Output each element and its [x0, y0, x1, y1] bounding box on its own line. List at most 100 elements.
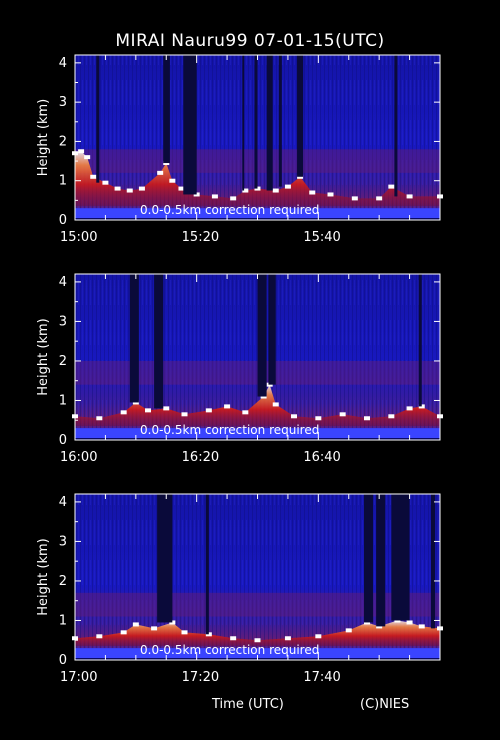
cloud-base-point — [406, 620, 413, 625]
y-tick-label: 1 — [59, 393, 67, 408]
x-tick-label: 16:20 — [182, 450, 219, 465]
panel-1: 0.0-0.5km correction required 0 1 2 3 4 Height… — [36, 54, 443, 245]
correction-note: 0.0-0.5km correction required — [140, 203, 319, 217]
cloud-base-point — [309, 190, 316, 195]
signal-gap — [278, 55, 282, 187]
cloud-base-point — [181, 630, 188, 635]
signal-gap — [363, 494, 374, 623]
signal-gap — [254, 55, 258, 189]
cloud-base-point — [120, 410, 127, 415]
cloud-base-point — [90, 174, 97, 179]
y-tick-label: 4 — [59, 495, 67, 510]
surface-band — [75, 648, 440, 659]
panel-2: 0.0-0.5km correction required 0 1 2 3 4 Height… — [36, 273, 443, 465]
signal-gap — [266, 55, 273, 191]
x-tick-label: 15:40 — [303, 230, 340, 245]
cloud-base-point — [114, 186, 121, 191]
cloud-base-point — [230, 196, 237, 201]
signal-gap — [163, 55, 170, 164]
signal-gap — [154, 274, 164, 409]
cloud-base-point — [132, 622, 139, 627]
signal-gap — [418, 274, 422, 407]
signal-gap — [268, 274, 276, 385]
y-tick-label: 3 — [59, 95, 67, 110]
cloud-base-point — [388, 184, 395, 189]
x-tick-label: 16:40 — [303, 450, 340, 465]
signal-gap — [96, 55, 100, 183]
cloud-base-point — [327, 192, 334, 197]
x-tick-label: 15:20 — [182, 230, 219, 245]
cloud-base-point — [388, 414, 395, 419]
cloud-base-point — [178, 186, 185, 191]
cloud-base-point — [284, 184, 291, 189]
y-tick-label: 1 — [59, 613, 67, 628]
y-tick-label: 1 — [59, 174, 67, 189]
signal-gap — [129, 274, 139, 403]
y-tick-label: 3 — [59, 314, 67, 329]
cloud-base-point — [169, 178, 176, 183]
cloud-base-point — [291, 414, 297, 419]
cloud-base-point — [181, 412, 188, 417]
y-tick-label: 4 — [59, 275, 67, 290]
cloud-base-point — [376, 196, 383, 201]
x-tick-label: 17:20 — [182, 670, 219, 685]
signal-gap — [376, 494, 386, 627]
signal-gap — [391, 494, 410, 621]
cloud-base-point — [315, 416, 322, 421]
surface-band — [75, 428, 440, 439]
signal-gap — [297, 55, 304, 177]
cloud-base-point — [78, 149, 85, 154]
cloud-base-point — [345, 628, 352, 633]
signal-gap — [183, 55, 197, 195]
signal-gap — [430, 494, 436, 629]
signal-gap — [242, 55, 245, 191]
y-tick-label: 2 — [59, 134, 67, 149]
cloud-base-point — [315, 634, 322, 639]
chart-title: MIRAI Nauru99 07-01-15(UTC) — [115, 31, 385, 51]
signal-gap — [157, 494, 173, 623]
correction-note: 0.0-0.5km correction required — [140, 423, 319, 437]
panel-3: 0.0-0.5km correction required 0 1 2 3 4 Height… — [36, 493, 443, 685]
x-axis-label: Time (UTC) — [212, 697, 284, 712]
cloud-base-point — [272, 188, 279, 193]
correction-note: 0.0-0.5km correction required — [140, 643, 319, 657]
y-tick-label: 3 — [59, 534, 67, 549]
cloud-base-point — [406, 406, 413, 411]
cloud-base-point — [120, 630, 127, 635]
cloud-layer — [75, 620, 440, 647]
cloud-base-point — [230, 636, 237, 641]
cloud-base-point — [102, 180, 109, 185]
cloud-base-point — [163, 406, 170, 411]
cloud-base-point — [406, 194, 413, 199]
cloud-base-point — [297, 174, 304, 179]
cloud-base-point — [224, 404, 231, 409]
y-axis-label: Height (km) — [36, 538, 51, 615]
credit-label: (C)NIES — [360, 697, 410, 712]
cloud-base-point — [151, 626, 158, 631]
cloud-base-point — [84, 155, 91, 160]
cloud-base-point — [126, 188, 133, 193]
cloud-base-point — [163, 161, 170, 166]
y-axis-label: Height (km) — [36, 318, 51, 395]
cloud-base-point — [284, 636, 291, 641]
cloud-base-point — [364, 416, 370, 421]
cloud-base-point — [205, 408, 212, 413]
y-tick-label: 0 — [59, 653, 67, 668]
cloud-base-point — [96, 416, 103, 421]
y-tick-label: 0 — [59, 433, 67, 448]
cloud-base-point — [157, 170, 164, 175]
signal-gap — [257, 274, 267, 397]
cloud-base-point — [272, 402, 279, 407]
signal-gap — [205, 494, 209, 635]
x-tick-label: 17:00 — [60, 670, 97, 685]
surface-band — [75, 208, 440, 219]
cloud-base-point — [339, 412, 346, 417]
x-tick-label: 17:40 — [303, 670, 340, 685]
cloud-base-point — [242, 410, 249, 415]
cloud-base-point — [351, 196, 358, 201]
x-tick-label: 15:00 — [60, 230, 97, 245]
cloud-base-point — [145, 408, 151, 413]
cloud-layer — [75, 384, 440, 427]
signal-gap — [394, 55, 398, 197]
